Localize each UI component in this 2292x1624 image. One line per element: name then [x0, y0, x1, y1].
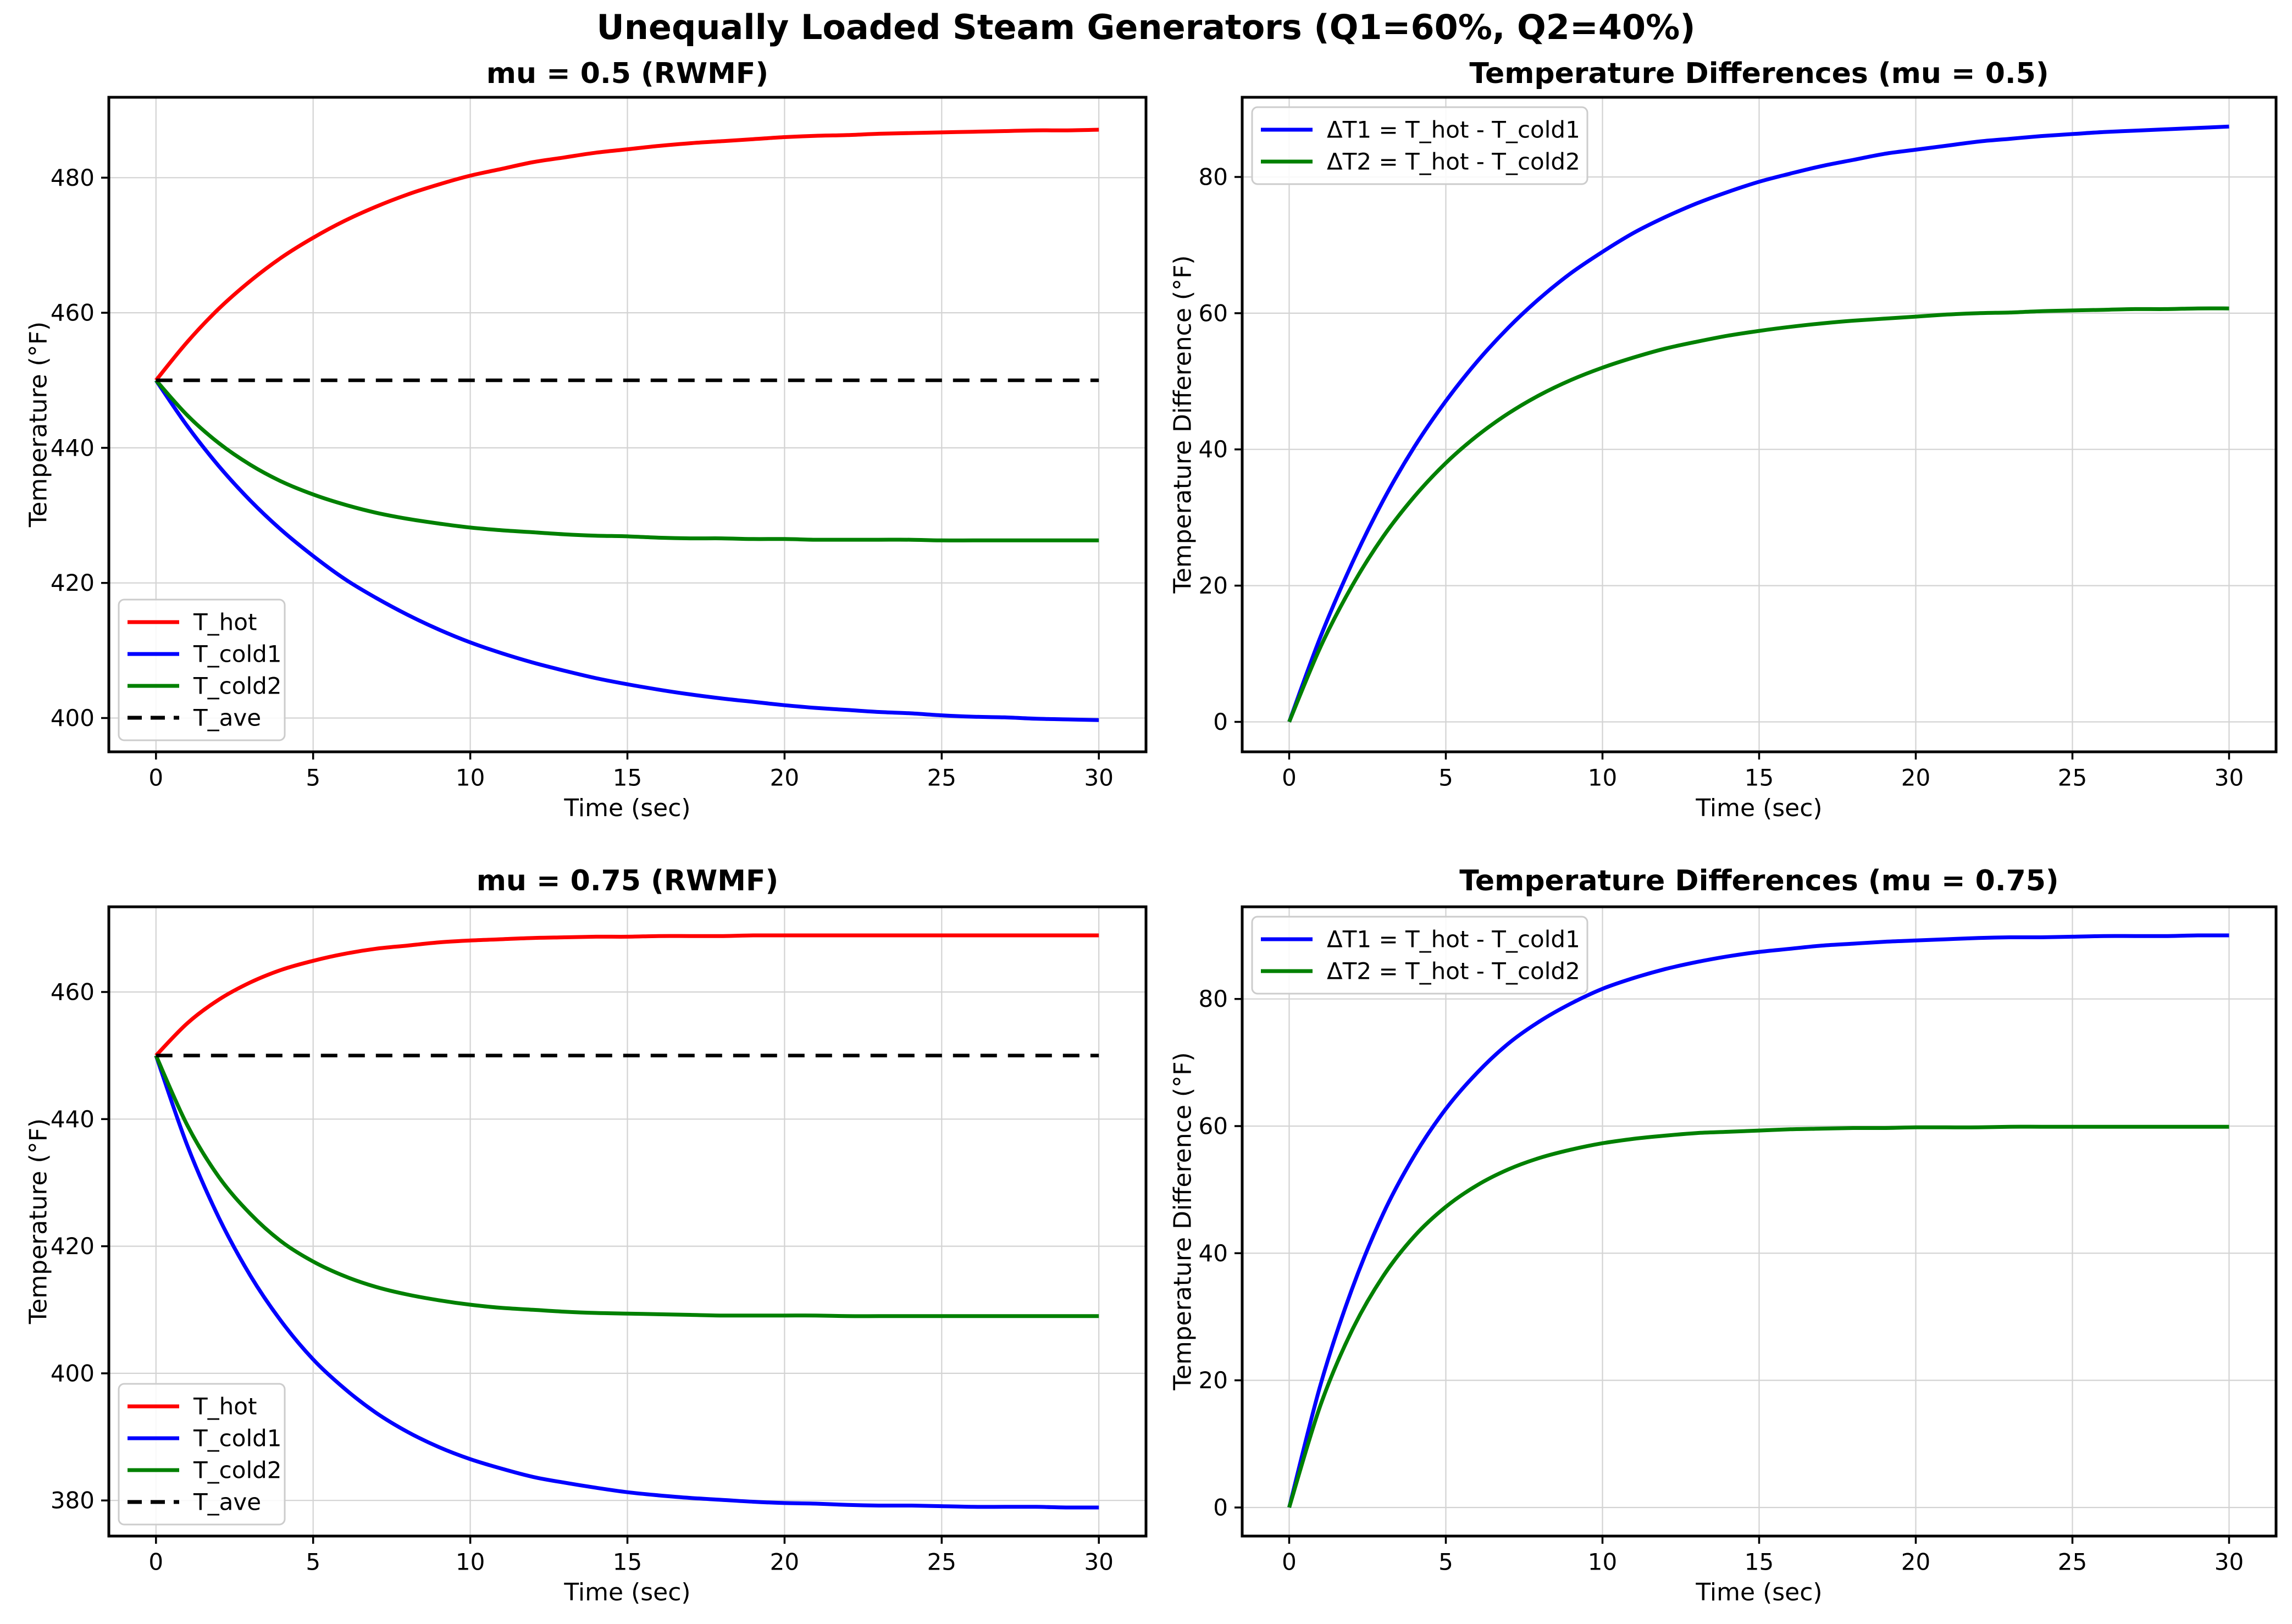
y-tick-label: 0: [1213, 1494, 1228, 1521]
y-tick-label: 420: [51, 1233, 95, 1260]
x-tick-label: 30: [2215, 764, 2244, 791]
legend-box: [1251, 916, 1588, 995]
figure-suptitle: Unequally Loaded Steam Generators (Q1=60…: [596, 7, 1696, 47]
series-line-t-hot: [154, 933, 1099, 1057]
x-tick-label: 25: [927, 1549, 956, 1576]
x-tick-label: 20: [770, 1549, 799, 1576]
x-tick-label: 0: [148, 1549, 163, 1576]
x-tick-label: 30: [1084, 764, 1113, 791]
x-tick-label: 15: [613, 764, 642, 791]
x-axis-label: Time (sec): [1696, 794, 1823, 822]
legend-label: T_ave: [193, 705, 261, 731]
x-tick-label: 10: [456, 764, 485, 791]
x-tick-label: 0: [1282, 1549, 1297, 1576]
x-tick-label: 25: [2058, 1549, 2087, 1576]
y-tick-label: 80: [1199, 985, 1228, 1012]
y-axis-label: Temperature (°F): [24, 321, 53, 528]
x-axis-label: Time (sec): [564, 794, 691, 822]
legend: ΔT1 = T_hot - T_cold1 ΔT2 = T_hot - T_col…: [1251, 106, 1588, 185]
y-tick-label: 40: [1199, 436, 1228, 463]
y-tick-label: 20: [1199, 1367, 1228, 1394]
y-axis-label: Temperature (°F): [24, 1118, 53, 1324]
x-tick-label: 20: [1901, 764, 1930, 791]
series-line-t-cold2: [154, 1055, 1099, 1318]
legend-label: ΔT2 = T_hot - T_cold2: [1327, 958, 1580, 985]
x-tick-label: 20: [1901, 1549, 1930, 1576]
legend-label: T_hot: [193, 609, 257, 636]
x-tick-label: 20: [770, 764, 799, 791]
series-line--t1-t-hot-t-cold1: [1287, 933, 2229, 1508]
legend-label: T_cold1: [193, 641, 282, 668]
y-tick-label: 400: [51, 1360, 95, 1387]
axes-temps-mu075: 0 5 10 15 20 25 30380400420440460T_hotT_cold1T…: [51, 905, 1148, 1576]
y-tick-label: 400: [51, 705, 95, 731]
y-tick-label: 460: [51, 300, 95, 326]
legend-box: [1251, 106, 1588, 185]
y-tick-label: 20: [1199, 572, 1228, 599]
x-tick-label: 25: [2058, 764, 2087, 791]
x-tick-label: 5: [306, 1549, 320, 1576]
x-axis-label: Time (sec): [1696, 1578, 1823, 1606]
y-tick-label: 380: [51, 1487, 95, 1514]
plot-title: mu = 0.75 (RWMF): [476, 864, 779, 897]
plot-title: Temperature Differences (mu = 0.75): [1459, 864, 2059, 897]
legend: ΔT1 = T_hot - T_cold1 ΔT2 = T_hot - T_col…: [1251, 916, 1588, 995]
plot-title: mu = 0.5 (RWMF): [486, 57, 769, 90]
x-tick-label: 5: [1438, 1549, 1453, 1576]
y-tick-label: 440: [51, 434, 95, 461]
legend-label: ΔT1 = T_hot - T_cold1: [1327, 117, 1580, 143]
y-tick-label: 420: [51, 569, 95, 596]
y-tick-label: 60: [1199, 300, 1228, 326]
series-line--t1-t-hot-t-cold1: [1287, 124, 2229, 723]
x-tick-label: 15: [613, 1549, 642, 1576]
legend: T_hot T_cold1 T_cold2 T_ave: [118, 1383, 286, 1526]
series-line-t-cold2: [154, 379, 1099, 542]
x-tick-label: 10: [456, 1549, 485, 1576]
x-tick-label: 0: [1282, 764, 1297, 791]
y-tick-label: 40: [1199, 1240, 1228, 1267]
legend-label: T_cold2: [193, 1457, 282, 1484]
y-tick-label: 60: [1199, 1113, 1228, 1140]
legend-box: [118, 598, 286, 741]
legend-label: T_cold2: [193, 673, 282, 700]
series-line--t2-t-hot-t-cold2: [1287, 1124, 2229, 1509]
x-tick-label: 15: [1745, 1549, 1774, 1576]
series-line--t2-t-hot-t-cold2: [1287, 306, 2229, 723]
x-tick-label: 25: [927, 764, 956, 791]
legend: T_hot T_cold1 T_cold2 T_ave: [118, 598, 286, 741]
series-line-t-cold1: [154, 379, 1099, 722]
x-axis-label: Time (sec): [564, 1578, 691, 1606]
series-line-t-cold1: [154, 1055, 1099, 1510]
x-tick-label: 5: [306, 764, 320, 791]
y-tick-label: 440: [51, 1106, 95, 1133]
x-tick-label: 30: [1084, 1549, 1113, 1576]
y-tick-label: 80: [1199, 164, 1228, 191]
x-tick-label: 10: [1588, 1549, 1617, 1576]
plot-title: Temperature Differences (mu = 0.5): [1469, 57, 2049, 90]
axes-diffs-mu05: 0 5 10 15 20 25 30 0 20 40 60 80 ΔT1 = T_hot - T_col…: [1199, 96, 2278, 791]
y-tick-label: 480: [51, 164, 95, 191]
axes-temps-mu05: 0 5 10 15 20 25 30400420440460480T_hotT_cold1T…: [51, 96, 1148, 791]
x-tick-label: 10: [1588, 764, 1617, 791]
legend-box: [118, 1383, 286, 1526]
legend-label: T_hot: [193, 1393, 257, 1420]
y-axis-label: Temperature Difference (°F): [1169, 255, 1197, 594]
x-tick-label: 5: [1438, 764, 1453, 791]
legend-label: ΔT1 = T_hot - T_cold1: [1327, 926, 1580, 953]
legend-label: T_cold1: [193, 1425, 282, 1452]
series-line-t-hot: [154, 128, 1099, 382]
legend-label: T_ave: [193, 1489, 261, 1516]
y-tick-label: 0: [1213, 708, 1228, 735]
x-tick-label: 15: [1745, 764, 1774, 791]
x-tick-label: 0: [148, 764, 163, 791]
axes-diffs-mu075: 0 5 10 15 20 25 30 0 20 40 60 80 ΔT1 = T_hot - T_col…: [1199, 905, 2278, 1576]
legend-label: ΔT2 = T_hot - T_cold2: [1327, 148, 1580, 175]
x-tick-label: 30: [2215, 1549, 2244, 1576]
y-tick-label: 460: [51, 979, 95, 1006]
y-axis-label: Temperature Difference (°F): [1169, 1052, 1197, 1390]
